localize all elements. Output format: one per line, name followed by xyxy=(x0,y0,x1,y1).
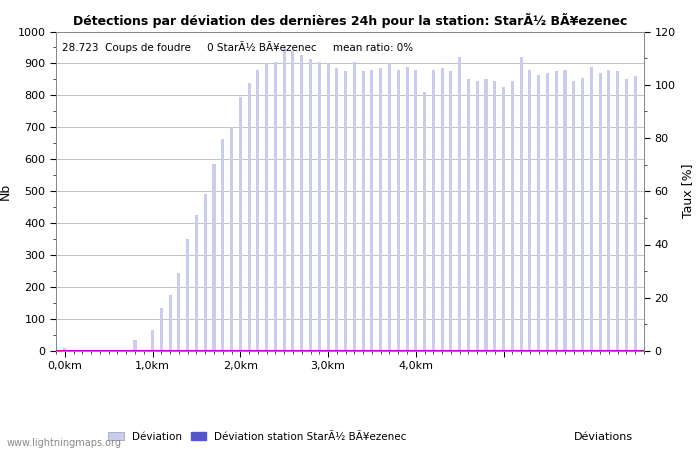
Text: Déviations: Déviations xyxy=(573,432,633,442)
Bar xyxy=(554,72,558,351)
Bar xyxy=(440,68,444,351)
Bar xyxy=(528,70,531,351)
Bar xyxy=(458,57,461,351)
Bar xyxy=(581,78,584,351)
Bar xyxy=(134,340,136,351)
Bar xyxy=(344,72,347,351)
Bar xyxy=(318,62,321,351)
Bar xyxy=(204,194,206,351)
Bar xyxy=(362,72,365,351)
Bar xyxy=(573,81,575,351)
Bar xyxy=(160,308,163,351)
Bar xyxy=(625,79,628,351)
Bar xyxy=(546,73,549,351)
Title: Détections par déviation des dernières 24h pour la station: StarÃ½ BÃ¥ezenec: Détections par déviation des dernières 2… xyxy=(73,13,627,27)
Bar xyxy=(256,70,260,351)
Bar xyxy=(397,70,400,351)
Bar xyxy=(151,330,154,351)
Bar xyxy=(300,55,303,351)
Bar xyxy=(353,62,356,351)
Bar xyxy=(432,70,435,351)
Bar xyxy=(291,51,295,351)
Bar xyxy=(449,72,452,351)
Bar xyxy=(186,239,189,351)
Text: www.lightningmaps.org: www.lightningmaps.org xyxy=(7,438,122,448)
Bar xyxy=(388,63,391,351)
Bar xyxy=(326,63,330,351)
Bar xyxy=(265,63,268,351)
Bar xyxy=(239,97,241,351)
Bar xyxy=(63,348,66,351)
Bar xyxy=(564,70,566,351)
Bar xyxy=(405,67,409,351)
Bar xyxy=(335,68,338,351)
Bar xyxy=(195,215,198,351)
Bar xyxy=(519,57,523,351)
Bar xyxy=(248,83,251,351)
Bar xyxy=(169,295,172,351)
Text: 28.723  Coups de foudre     0 StarÃ½ BÃ¥ezenec     mean ratio: 0%: 28.723 Coups de foudre 0 StarÃ½ BÃ¥ezene… xyxy=(62,41,413,53)
Bar xyxy=(230,127,233,351)
Bar xyxy=(379,68,382,351)
Bar xyxy=(221,139,224,351)
Bar xyxy=(476,81,479,351)
Bar xyxy=(511,81,514,351)
Bar xyxy=(608,70,610,351)
Y-axis label: Taux [%]: Taux [%] xyxy=(681,164,694,219)
Bar xyxy=(537,75,540,351)
Bar xyxy=(309,58,312,351)
Bar xyxy=(467,79,470,351)
Bar xyxy=(274,62,277,351)
Bar xyxy=(590,67,593,351)
Bar xyxy=(177,273,181,351)
Bar xyxy=(484,79,488,351)
Bar xyxy=(423,92,426,351)
Bar xyxy=(414,70,417,351)
Bar xyxy=(370,70,374,351)
Bar xyxy=(616,72,620,351)
Bar xyxy=(598,73,602,351)
Bar xyxy=(502,87,505,351)
Y-axis label: Nb: Nb xyxy=(0,183,12,200)
Bar xyxy=(494,81,496,351)
Bar xyxy=(212,164,216,351)
Bar xyxy=(634,76,637,351)
Bar xyxy=(283,47,286,351)
